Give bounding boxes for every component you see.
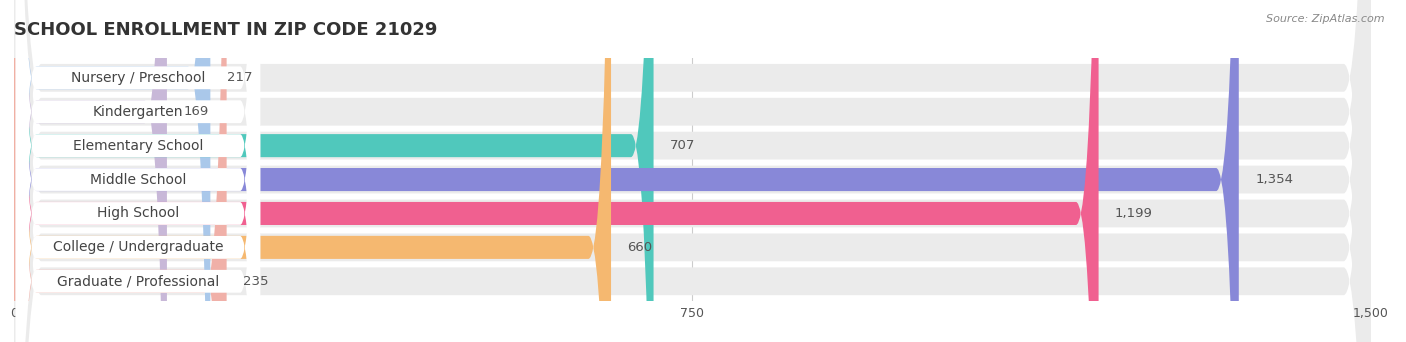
Text: 707: 707	[669, 139, 695, 152]
FancyBboxPatch shape	[14, 0, 654, 342]
FancyBboxPatch shape	[14, 0, 1371, 342]
FancyBboxPatch shape	[14, 0, 1371, 342]
FancyBboxPatch shape	[15, 0, 260, 342]
FancyBboxPatch shape	[14, 0, 211, 342]
Text: Kindergarten: Kindergarten	[93, 105, 183, 119]
Text: Elementary School: Elementary School	[73, 139, 204, 153]
FancyBboxPatch shape	[14, 0, 1239, 342]
Text: High School: High School	[97, 207, 179, 221]
FancyBboxPatch shape	[15, 0, 260, 342]
FancyBboxPatch shape	[15, 0, 260, 342]
Text: SCHOOL ENROLLMENT IN ZIP CODE 21029: SCHOOL ENROLLMENT IN ZIP CODE 21029	[14, 21, 437, 39]
FancyBboxPatch shape	[14, 0, 1371, 342]
Text: 217: 217	[226, 71, 252, 84]
FancyBboxPatch shape	[14, 0, 1371, 342]
FancyBboxPatch shape	[15, 0, 260, 342]
FancyBboxPatch shape	[14, 0, 1371, 342]
FancyBboxPatch shape	[15, 0, 260, 342]
FancyBboxPatch shape	[14, 0, 1098, 342]
Text: 660: 660	[627, 241, 652, 254]
Text: 169: 169	[183, 105, 208, 118]
FancyBboxPatch shape	[14, 0, 1371, 342]
Text: Graduate / Professional: Graduate / Professional	[56, 274, 219, 288]
FancyBboxPatch shape	[14, 0, 1371, 342]
Text: 1,354: 1,354	[1256, 173, 1294, 186]
FancyBboxPatch shape	[15, 0, 260, 342]
Text: Middle School: Middle School	[90, 173, 186, 186]
FancyBboxPatch shape	[15, 0, 260, 342]
Text: Nursery / Preschool: Nursery / Preschool	[70, 71, 205, 85]
FancyBboxPatch shape	[14, 0, 167, 342]
FancyBboxPatch shape	[14, 0, 612, 342]
Text: 235: 235	[243, 275, 269, 288]
Text: 1,199: 1,199	[1115, 207, 1153, 220]
Text: Source: ZipAtlas.com: Source: ZipAtlas.com	[1267, 14, 1385, 24]
FancyBboxPatch shape	[14, 0, 226, 342]
Text: College / Undergraduate: College / Undergraduate	[53, 240, 224, 254]
